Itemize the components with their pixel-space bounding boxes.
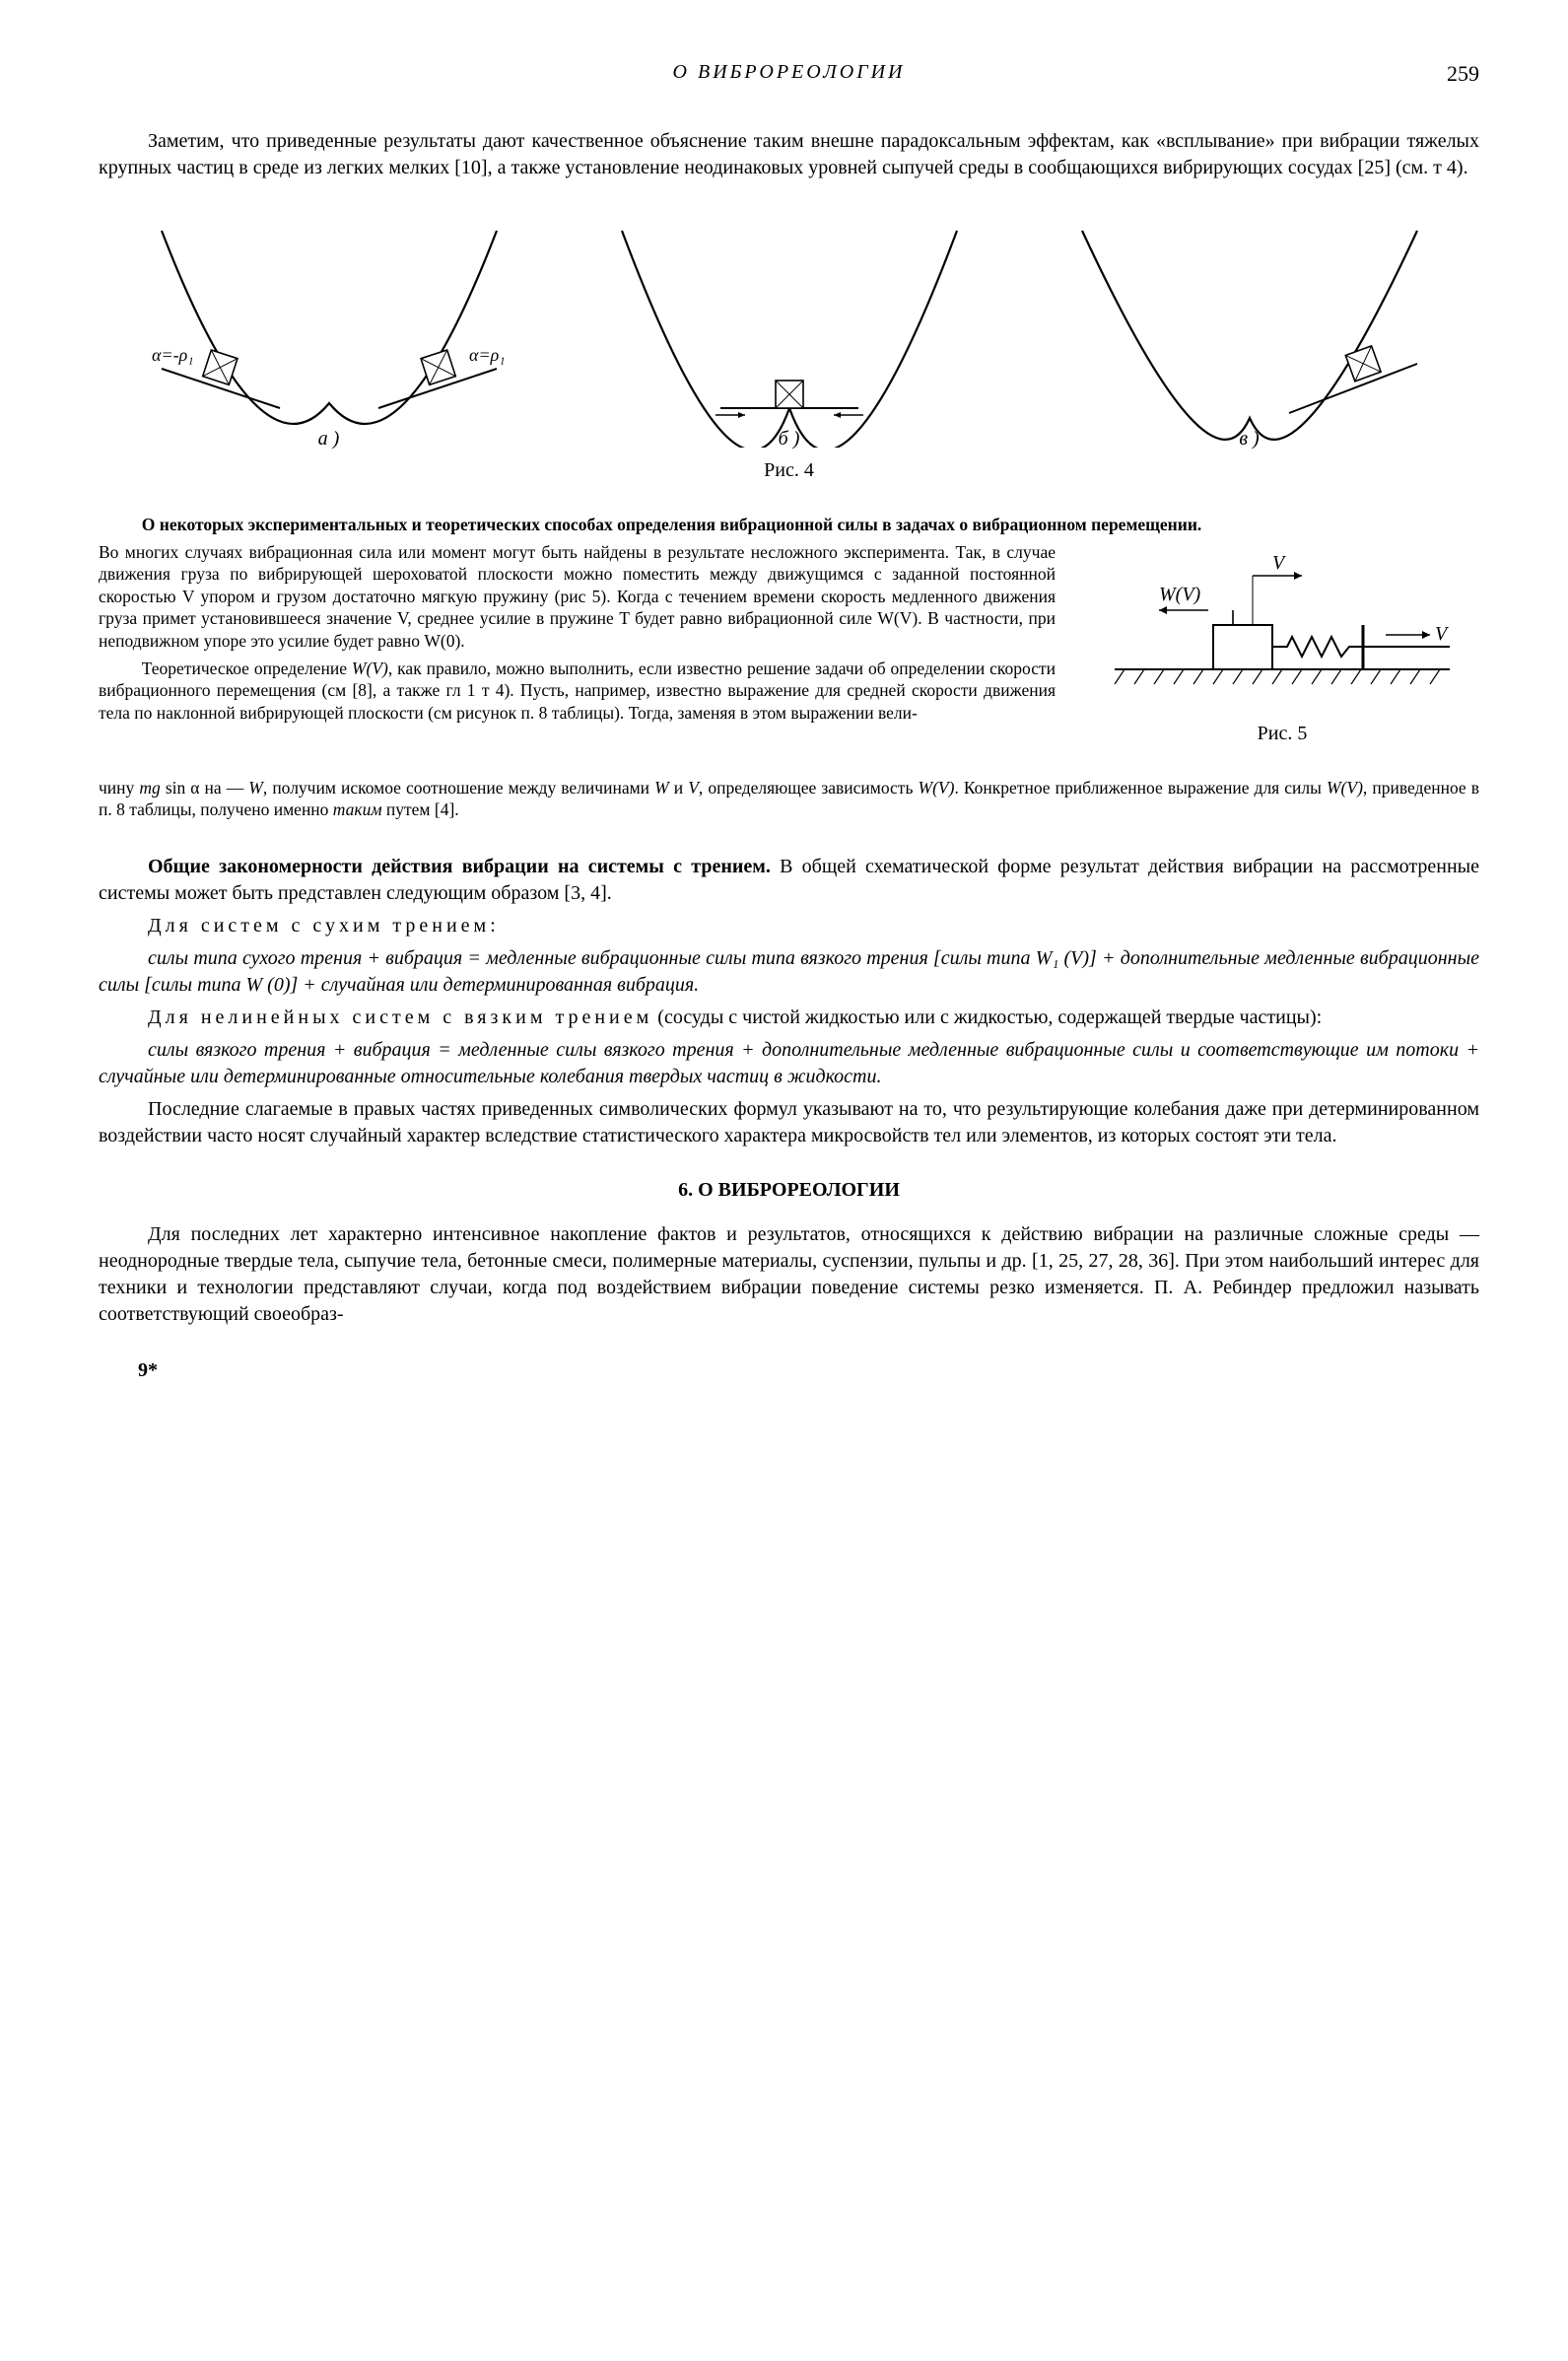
svg-text:W(V): W(V) — [1159, 584, 1201, 605]
p2-heading: О некоторых экспериментальных и теоретич… — [142, 515, 1202, 534]
paragraph-p3-part: Теоретическое определение W(V), как прав… — [99, 658, 1056, 724]
paragraph-p2-lead: О некоторых экспериментальных и теоретич… — [99, 514, 1479, 535]
angle-label-right: α=ρ₁ — [469, 345, 506, 365]
paragraph-p8: силы вязкого трения + вибрация = медленн… — [99, 1037, 1479, 1090]
paragraph-p7: Для нелинейных систем с вязким трением (… — [99, 1005, 1479, 1031]
header-spacer — [99, 59, 177, 89]
figure-4-caption: Рис. 4 — [99, 457, 1479, 484]
paragraph-p2b: Во многих случаях вибрационная сила или … — [99, 541, 1056, 652]
running-title: О ВИБРОРЕОЛОГИИ — [177, 59, 1400, 89]
paragraph-p10: Для последних лет характерно интенсивное… — [99, 1221, 1479, 1328]
svg-text:V: V — [1435, 623, 1450, 645]
paragraph-p4: Общие закономерности действия вибрации н… — [99, 854, 1479, 907]
figure-4-panel-b: б ) — [602, 211, 977, 448]
figure-4-panel-a: α=-ρ₁ α=ρ₁ а ) — [142, 211, 516, 448]
paragraph-p3-contd: чину mg sin α на — W, получим искомое со… — [99, 777, 1479, 821]
figure-4-panel-c: в ) — [1062, 211, 1437, 448]
figure-4-label-c: в ) — [1239, 426, 1259, 452]
figure-5-caption: Рис. 5 — [1085, 721, 1479, 747]
figure-4-label-b: б ) — [779, 426, 800, 452]
p2-text-column: Во многих случаях вибрационная сила или … — [99, 541, 1056, 729]
signature-mark: 9* — [99, 1357, 1479, 1384]
p4-heading: Общие закономерности действия вибрации н… — [148, 856, 780, 877]
page-number: 259 — [1400, 59, 1479, 89]
figure-5: V W(V) V Рис. 5 — [1085, 541, 1479, 777]
paragraph-p9: Последние слагаемые в правых частях прив… — [99, 1096, 1479, 1149]
angle-label-left: α=-ρ₁ — [152, 345, 194, 365]
paragraph-p6: силы типа сухого трения + вибрация = мед… — [99, 945, 1479, 999]
page-header: О ВИБРОРЕОЛОГИИ 259 — [99, 59, 1479, 89]
section-6-title: 6. О ВИБРОРЕОЛОГИИ — [99, 1177, 1479, 1204]
figure-4-label-a: а ) — [318, 426, 340, 452]
p5-text: Для систем с сухим трением: — [148, 915, 500, 937]
figure-4: α=-ρ₁ α=ρ₁ а ) б ) — [99, 211, 1479, 448]
svg-text:V: V — [1272, 552, 1287, 574]
paragraph-intro: Заметим, что приведенные результаты дают… — [99, 128, 1479, 181]
paragraph-p5: Для систем с сухим трением: — [99, 913, 1479, 939]
two-column-block: Во многих случаях вибрационная сила или … — [99, 541, 1479, 777]
